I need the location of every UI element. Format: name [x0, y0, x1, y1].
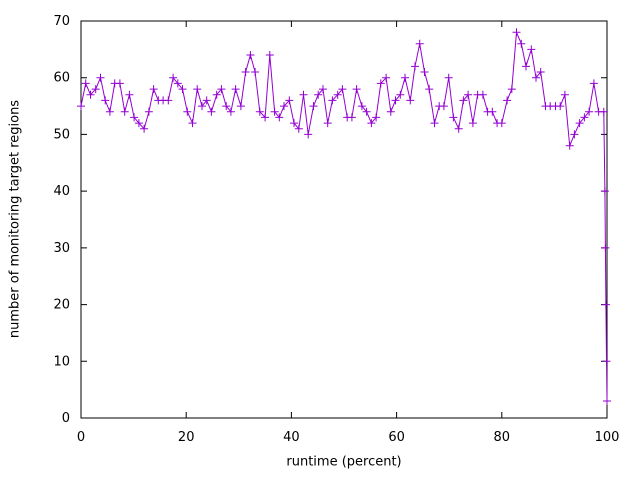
x-axis-title: runtime (percent) [286, 454, 402, 470]
y-tick-label: 20 [53, 298, 70, 313]
x-tick-label: 100 [595, 430, 620, 445]
plot-frame [80, 20, 608, 419]
x-tick-label: 60 [388, 430, 405, 445]
x-tick-label: 80 [494, 430, 511, 445]
x-tick-label: 20 [178, 430, 195, 445]
x-tick-label: 0 [77, 430, 85, 445]
y-tick-label: 30 [53, 241, 70, 256]
y-tick-label: 40 [53, 184, 70, 199]
data-point-markers [77, 28, 611, 405]
x-tick-label: 40 [283, 430, 300, 445]
y-tick-label: 60 [53, 71, 70, 86]
y-tick-label: 70 [53, 14, 70, 29]
y-tick-label: 0 [62, 411, 70, 426]
data-series-line [80, 32, 608, 402]
y-tick-label: 50 [53, 127, 70, 142]
y-tick-label: 10 [53, 354, 70, 369]
y-axis-title: number of monitoring target regions [7, 99, 23, 339]
axis-ticks [80, 20, 608, 419]
